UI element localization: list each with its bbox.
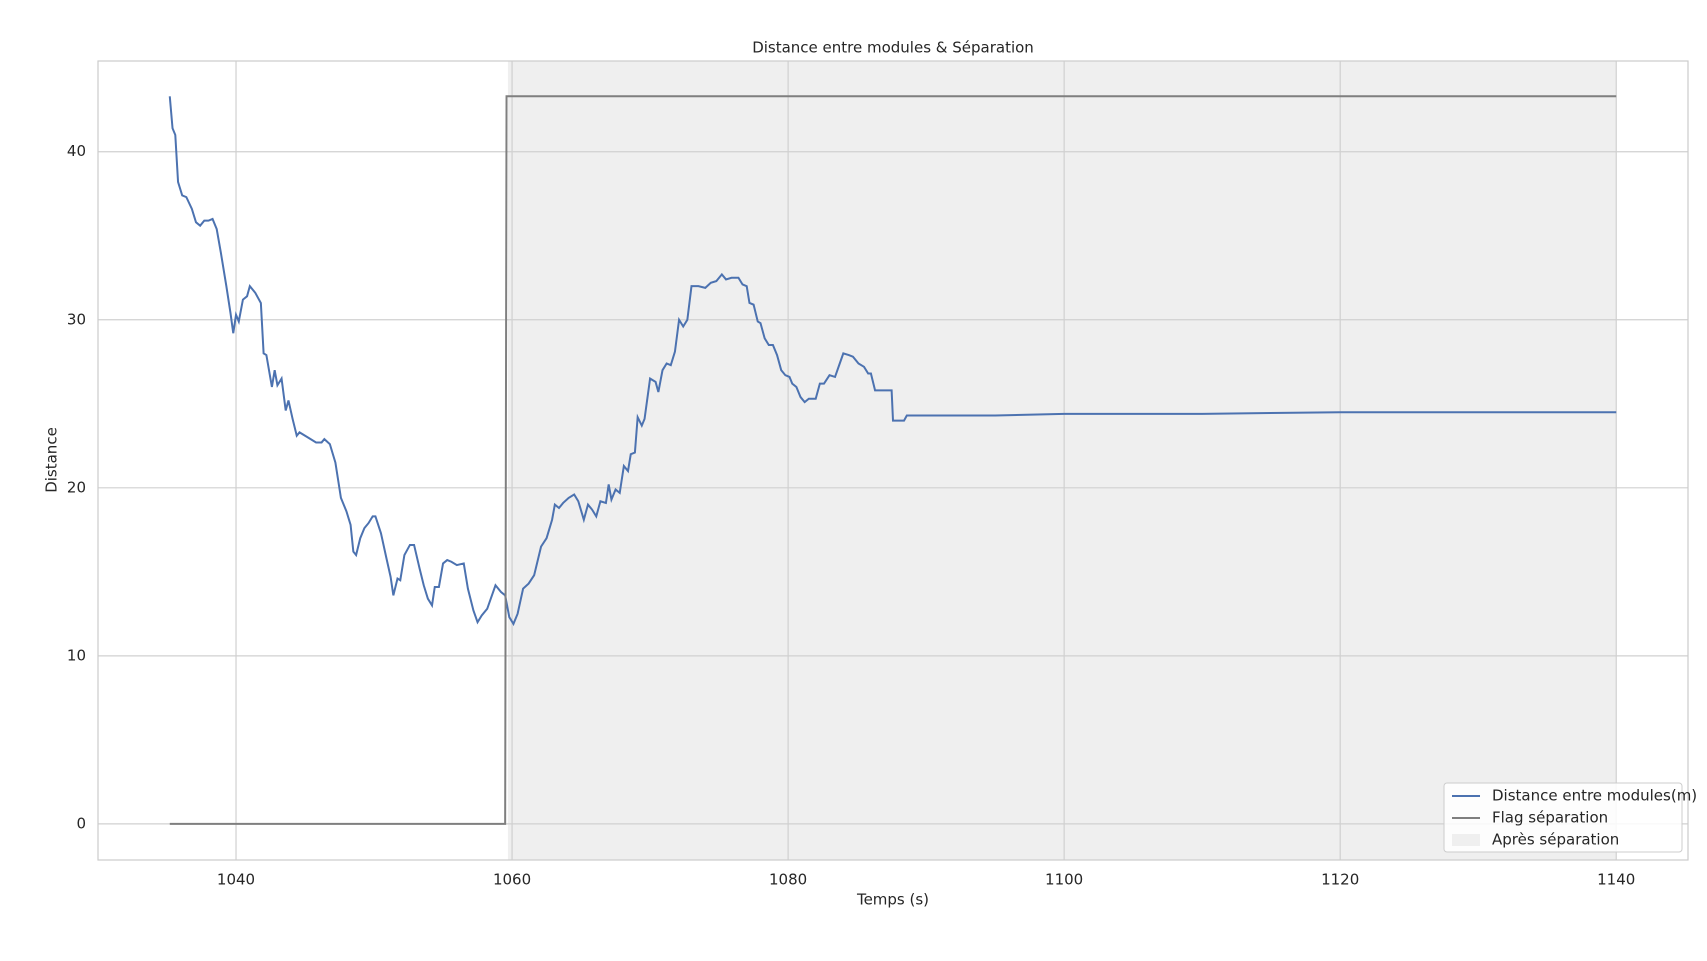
chart-title: Distance entre modules & Séparation <box>752 39 1034 57</box>
x-tick-label: 1080 <box>769 871 807 889</box>
legend: Distance entre modules(m) Flag séparation… <box>1443 782 1697 853</box>
y-tick-label: 40 <box>67 142 86 160</box>
line <box>168 96 1617 627</box>
x-tick-label: 1040 <box>217 871 255 889</box>
legend-label: Distance entre modules(m) <box>1492 787 1697 805</box>
line <box>169 95 1617 825</box>
x-tick-label: 1140 <box>1597 871 1635 889</box>
legend-label: Après séparation <box>1492 831 1619 849</box>
y-tick-label: 30 <box>67 310 86 328</box>
x-tick-label: 1120 <box>1321 871 1359 889</box>
x-axis-label: Temps (s) <box>856 891 929 909</box>
legend-label: Flag séparation <box>1492 809 1608 827</box>
y-tick-label: 20 <box>67 478 86 496</box>
x-tick-label: 1100 <box>1045 871 1083 889</box>
y-axis-label: Distance <box>43 427 61 493</box>
legend-swatch <box>1452 834 1480 846</box>
y-tick-label: 10 <box>67 646 86 664</box>
legend-box <box>1443 782 1683 853</box>
y-tick-label: 0 <box>76 814 86 832</box>
plot-frame <box>97 60 1689 861</box>
shaded-region <box>507 61 1617 860</box>
x-tick-label: 1060 <box>493 871 531 889</box>
